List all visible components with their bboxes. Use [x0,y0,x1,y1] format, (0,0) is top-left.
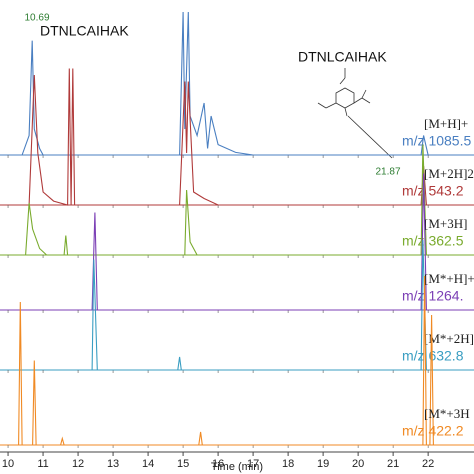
mz-label: m/z 543.2 [402,183,464,199]
x-tick-label: 20 [352,458,364,470]
ion-label: [M+H]+ [424,116,468,131]
structure [317,68,393,159]
mz-label: m/z 1264. [402,288,463,304]
ion-label: [M*+H]+ [424,271,474,286]
x-axis-label: Time (min) [211,461,263,473]
x-tick-label: 14 [142,458,154,470]
trace [18,275,434,446]
peak-label: 21.87 [375,167,400,178]
x-tick-label: 10 [2,458,14,470]
x-tick-label: 19 [317,458,329,470]
peptide-label: DTNLCAIHAK [40,23,129,39]
peak-label: 10.69 [24,13,49,24]
trace [25,144,427,256]
mz-label: m/z 362.5 [402,233,464,249]
peptide-label: DTNLCAIHAK [298,49,387,65]
mz-label: m/z 1085.5 [402,133,471,149]
trace [91,173,427,311]
trace [28,68,427,206]
x-tick-label: 11 [37,458,48,470]
x-tick-label: 16 [212,458,224,470]
mz-label: m/z 632.8 [402,348,464,364]
x-tick-label: 18 [282,458,294,470]
ion-label: [M*+3H [424,406,470,421]
x-tick-label: 17 [247,458,259,470]
mz-label: m/z 422.2 [402,423,464,439]
trace [91,239,427,371]
ion-label: [M+2H]2 [424,166,474,181]
ion-label: [M+3H] [424,216,467,231]
x-tick-label: 13 [107,458,119,470]
x-tick-label: 15 [177,458,189,470]
x-tick-label: 21 [387,458,399,470]
ion-label: [M*+2H] [424,331,474,346]
x-tick-label: 12 [72,458,84,470]
x-tick-label: 22 [422,458,434,470]
